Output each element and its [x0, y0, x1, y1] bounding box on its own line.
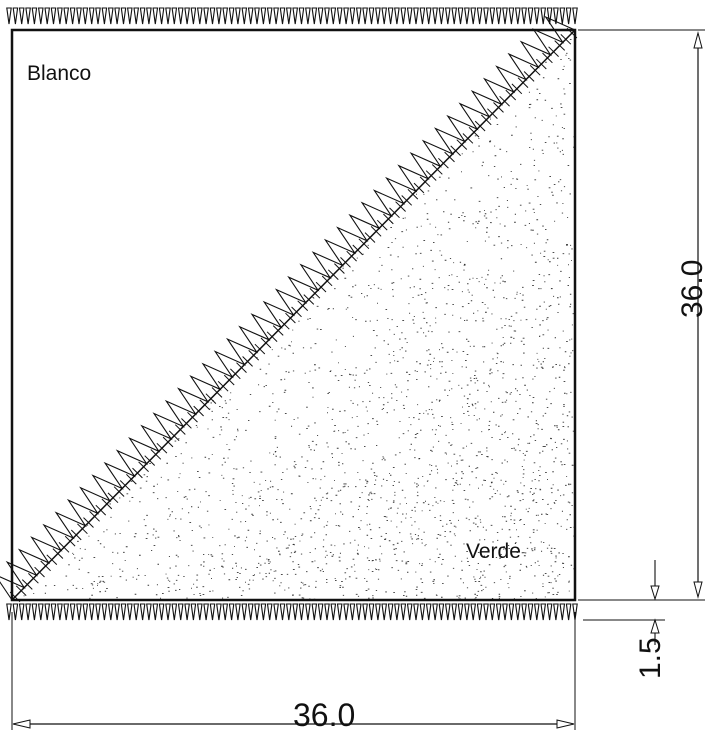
stipple-dots	[23, 39, 575, 600]
square-outline	[10, 28, 577, 602]
width-dimension	[12, 719, 575, 729]
width-dimension-label: 36.0	[293, 697, 355, 733]
top-fringe	[6, 7, 578, 25]
blanco-label: Blanco	[27, 62, 91, 85]
seam-ticks	[9, 27, 578, 603]
verde-label: Verde	[466, 540, 521, 563]
seam-cross-ticks	[9, 27, 578, 603]
verde-texture-region	[23, 39, 575, 600]
bottom-fringe	[6, 603, 578, 621]
fringe-tassels	[6, 7, 578, 25]
fringe-tassels	[6, 603, 578, 621]
fringe-dimension-label: 1.5	[634, 637, 667, 679]
height-dimension-label: 36.0	[676, 260, 707, 318]
zigzag-stitch	[0, 15, 576, 601]
height-dimension	[693, 31, 703, 599]
fringe-dimension	[650, 560, 660, 645]
